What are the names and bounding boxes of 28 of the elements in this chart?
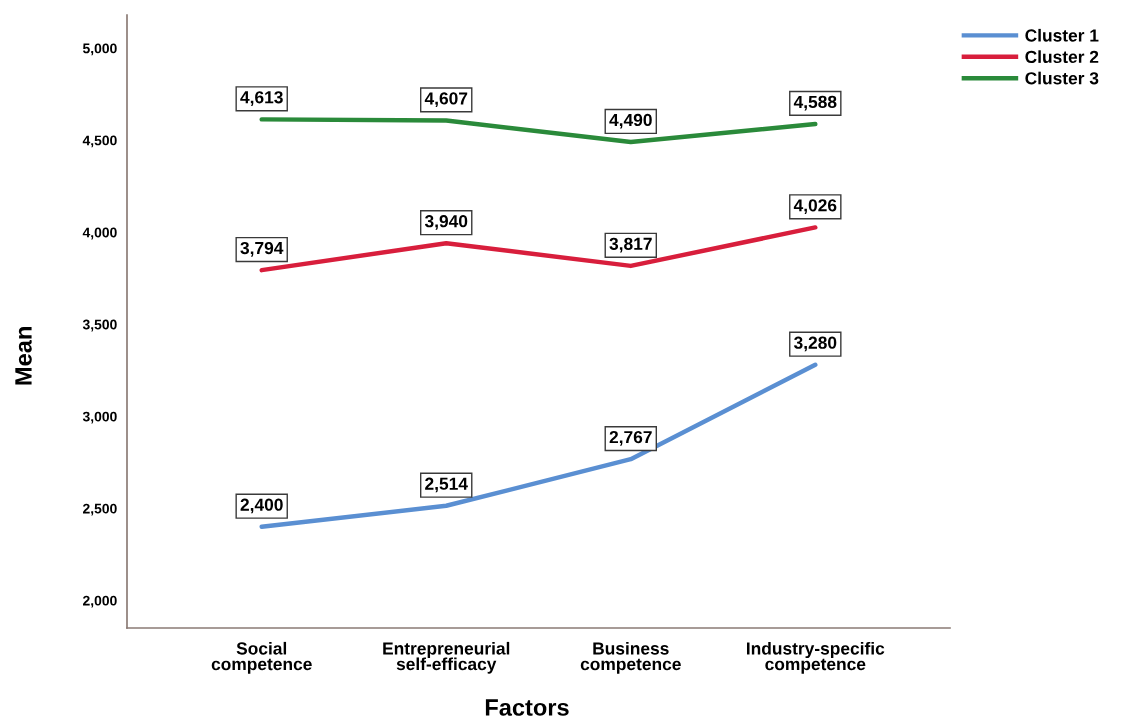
data-label: 4,588	[793, 95, 837, 111]
y-tick-label: 3,000	[82, 411, 117, 424]
x-tick-label: Industry-specific competence	[747, 641, 885, 674]
data-label: 2,767	[609, 430, 652, 446]
y-tick-label: 3,500	[82, 319, 117, 332]
data-label: 3,940	[424, 215, 468, 230]
x-tick-label: Business competence	[580, 641, 681, 674]
data-label: 4,607	[424, 92, 468, 108]
y-tick-label: 4,500	[82, 135, 117, 148]
y-tick-label: 2,000	[83, 595, 117, 608]
y-tick-label: 2,500	[83, 503, 117, 516]
x-axis-title: Factors	[485, 699, 569, 716]
legend-label: Cluster 1	[1025, 28, 1099, 42]
x-tick-label: Social competence	[211, 641, 312, 674]
data-label: 3,280	[793, 336, 837, 352]
y-tick-label: 4,000	[82, 227, 117, 240]
data-label: 4,613	[240, 91, 283, 106]
y-axis-title: Mean	[15, 327, 32, 385]
x-tick-label: Entrepreneurial self-efficacy	[383, 641, 510, 674]
y-tick-label: 5,000	[82, 43, 117, 56]
data-label: 3,817	[609, 237, 652, 253]
legend-label: Cluster 2	[1025, 50, 1099, 64]
data-label: 2,400	[240, 498, 283, 514]
data-label: 3,794	[240, 241, 284, 257]
legend-label: Cluster 3	[1025, 71, 1099, 85]
data-label: 2,514	[425, 477, 468, 493]
data-label: 4,026	[793, 199, 837, 215]
data-label: 4,490	[609, 113, 652, 129]
